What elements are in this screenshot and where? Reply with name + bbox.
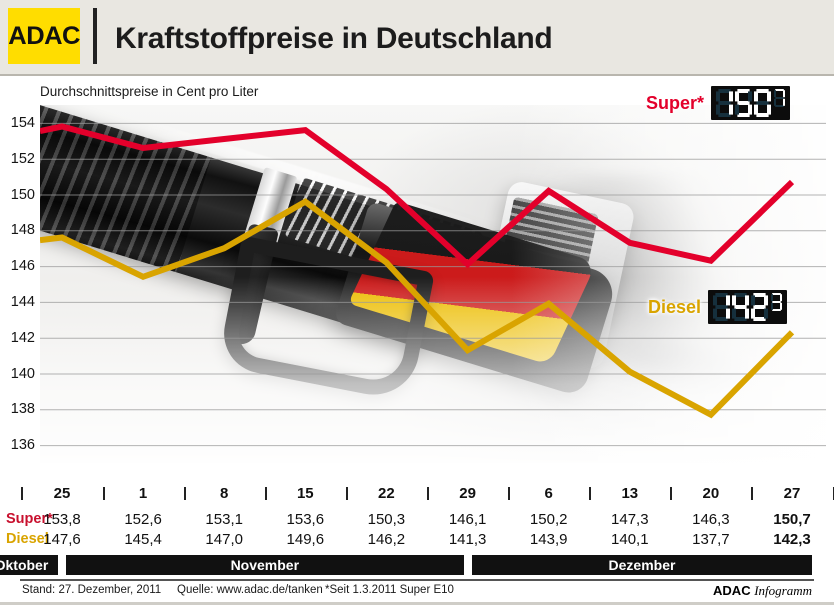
x-axis-date-label: 13 [621,485,639,502]
y-axis-tick-136: 136 [10,437,35,454]
y-axis-tick-148: 148 [10,222,35,239]
plot-region [40,105,826,463]
y-axis-tick-152: 152 [10,150,35,167]
legend-diesel: Diesel [648,290,788,324]
table-cell-super: 150,7 [773,511,811,528]
super-price-led-display [711,86,791,120]
y-axis-labels: 136 138 140 142 144 146 148 150 152 154 [0,105,40,463]
x-axis-date-label: 29 [459,485,476,502]
credit-bold: ADAC [713,583,751,598]
table-cell-super: 147,3 [611,511,649,528]
adac-infogramm-credit: ADAC Infogramm [713,583,812,599]
footer-quelle: Quelle: www.adac.de/tanken [177,584,323,596]
table-cell-diesel: 141,3 [448,531,487,548]
y-axis-tick-154: 154 [10,114,35,131]
header-divider [93,8,97,64]
legend-super-label: Super* [646,92,705,113]
led-digit-1 [713,293,731,321]
x-axis-tick [21,487,24,500]
table-cell-super: 152,6 [124,511,162,528]
led-digit-7 [774,89,786,107]
adac-logo: ADAC [8,8,80,64]
x-axis-date-label: 6 [544,485,553,502]
table-cell-diesel: 146,2 [367,531,406,548]
table-cell-super: 150,2 [529,511,568,528]
legend-diesel-label: Diesel [648,296,702,317]
x-axis-tick [427,487,429,500]
data-table: 25 1 8 15 22 29 6 13 20 27 Super* Diesel 153,8 152… [0,484,834,610]
header-underline [0,74,834,76]
chart-area: Durchschnittspreise in Cent pro Liter 13… [0,78,834,484]
x-axis-tick [670,487,673,500]
y-axis-tick-142: 142 [10,329,35,346]
led-digit-3 [771,293,783,311]
x-axis-date-label: 22 [378,485,395,502]
table-cell-diesel: 137,7 [692,531,730,548]
table-cell-super: 146,1 [448,511,487,528]
y-axis-tick-138: 138 [10,401,35,418]
y-axis-tick-146: 146 [10,258,35,275]
led-digit-0 [754,89,772,117]
table-cell-super: 153,1 [205,511,243,528]
credit-italic: Infogramm [754,583,812,598]
x-axis-date-label: 1 [138,485,148,502]
header-bar: ADAC Kraftstoffpreise in Deutschland [0,0,834,76]
table-cell-diesel: 147,0 [205,531,243,548]
x-axis-tick-row: 25 1 8 15 22 29 6 13 20 27 [0,484,834,508]
chart-subtitle: Durchschnittspreise in Cent pro Liter [40,84,259,99]
x-axis-date-label: 20 [702,485,720,502]
table-cell-diesel: 140,1 [611,531,649,548]
table-cell-super: 150,3 [367,511,406,528]
table-row-label-diesel: Diesel [6,531,49,547]
page-title: Kraftstoffpreise in Deutschland [115,22,553,55]
x-axis-date-label: 8 [220,485,229,502]
table-cell-diesel: 149,6 [286,531,325,548]
table-cell-diesel: 142,3 [773,531,811,548]
month-band: Dezember [471,555,813,575]
footer-note: *Seit 1.3.2011 Super E10 [325,584,454,596]
legend-super: Super* [646,86,791,120]
adac-logo-text: ADAC [8,21,80,50]
chart-gridlines [40,122,826,447]
led-digit-2 [751,293,769,321]
x-axis-tick [345,487,348,500]
led-digit-5 [735,89,753,117]
x-axis-tick [183,487,186,500]
x-axis-date-label: 27 [783,485,801,502]
table-cell-super: 146,3 [692,511,730,528]
table-row-label-super: Super* [6,511,53,527]
x-axis-tick [508,487,511,500]
y-axis-tick-144: 144 [10,293,35,310]
led-digit-1 [716,89,734,117]
led-digit-4 [732,293,750,321]
x-axis-date-label: 15 [296,485,314,502]
x-axis-tick [832,487,834,500]
bottom-rule [0,602,834,605]
footer-divider [20,579,814,581]
table-cell-diesel: 147,6 [43,531,81,548]
table-cell-super: 153,8 [43,511,81,528]
x-axis-tick [589,487,592,500]
x-axis-date-label: 25 [53,485,71,502]
y-axis-tick-140: 140 [10,365,35,382]
x-axis-tick [751,487,754,500]
diesel-price-led-display [708,290,788,324]
month-bands: Oktober November Dezember [0,555,834,575]
month-band: November [66,555,464,575]
table-cell-diesel: 145,4 [124,531,162,548]
table-cell-super: 153,6 [286,511,325,528]
x-axis-tick [102,487,105,500]
footer-stand: Stand: 27. Dezember, 2011 [22,584,162,596]
chart-series-lines [40,123,795,419]
y-axis-tick-150: 150 [10,186,35,203]
x-axis-tick [264,487,267,500]
month-band: Oktober [0,555,58,575]
table-cell-diesel: 143,9 [529,531,568,548]
footer: Stand: 27. Dezember, 2011 Quelle: www.ad… [22,582,812,602]
